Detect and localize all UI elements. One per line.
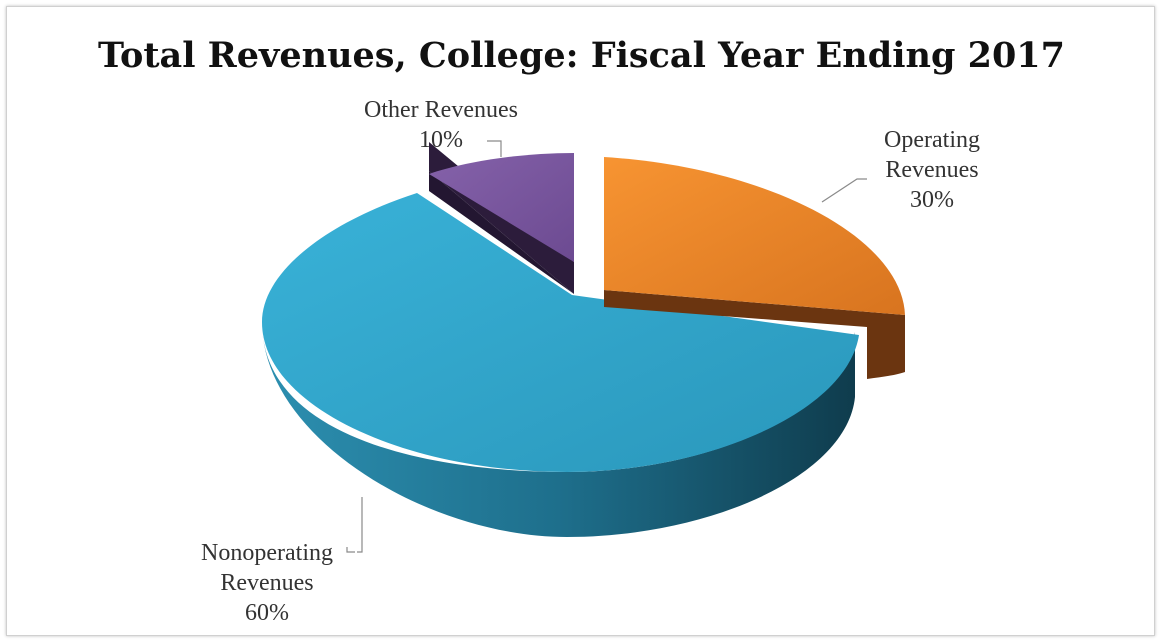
leader-operating [821, 178, 867, 203]
leader-nonoperating-2 [357, 497, 363, 553]
slice-other-top [429, 153, 574, 262]
label-other-name: Other Revenues [364, 97, 518, 123]
leader-other [487, 140, 502, 157]
slice-other-side-front [429, 171, 574, 294]
chart-title: Total Revenues, College: Fiscal Year End… [97, 35, 1066, 76]
slice-operating-side [604, 290, 905, 379]
label-operating-pct: 30% [910, 187, 954, 213]
slice-other-revenues [429, 142, 574, 294]
pie-chart: Other Revenues 10% Operating Revenues 30… [201, 97, 980, 626]
label-nonoperating-line2: Revenues [220, 570, 313, 596]
leader-nonoperating [346, 547, 355, 553]
label-other-pct: 10% [419, 127, 463, 153]
chart-frame: Total Revenues, College: Fiscal Year End… [6, 6, 1155, 636]
slice-nonoperating-top [262, 193, 859, 472]
slice-nonoperating-side [262, 322, 855, 537]
label-nonoperating-pct: 60% [245, 600, 289, 626]
label-nonoperating-line1: Nonoperating [201, 540, 333, 566]
label-operating-line1: Operating [884, 127, 980, 153]
label-operating-line2: Revenues [885, 157, 978, 183]
slice-nonoperating-revenues [262, 193, 859, 537]
slice-operating-revenues [604, 157, 905, 379]
slice-operating-top [604, 157, 905, 315]
